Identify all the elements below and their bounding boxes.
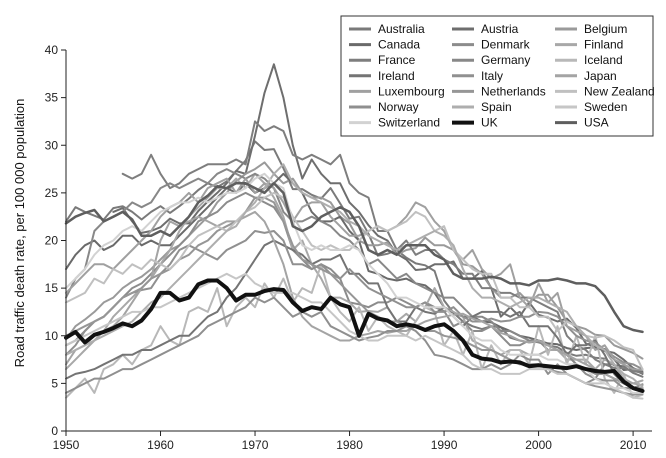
y-tick-label: 5 [51,376,58,390]
legend-label-uk: UK [481,116,498,130]
series-line-belgium [65,161,644,360]
x-tick-label: 1990 [431,438,458,452]
legend-label-france: France [378,53,416,67]
legend: Australia Austria Belgium Canada Denmark Finl… [340,15,655,137]
legend-label-ireland: Ireland [378,69,415,83]
legend-label-new-zealand: New Zealand [584,84,655,98]
y-tick-label: 0 [51,424,58,438]
legend-label-italy: Italy [481,69,503,83]
legend-label-norway: Norway [378,100,419,114]
x-tick-label: 1970 [242,438,269,452]
legend-label-germany: Germany [481,53,530,67]
legend-label-usa: USA [584,116,609,130]
legend-label-luxembourg: Luxembourg [378,84,445,98]
series-line-new-zealand [65,191,644,371]
series-line-switzerland [65,172,644,394]
x-tick-label: 1960 [147,438,174,452]
legend-label-belgium: Belgium [584,22,627,36]
y-tick-label: 10 [45,329,59,343]
y-tick-label: 35 [45,91,59,105]
y-axis-title: Road traffic death rate, per 100 000 pop… [12,99,27,368]
y-tick-label: 15 [45,281,59,295]
x-tick-label: 1980 [336,438,363,452]
series-line-sweden [65,272,644,400]
y-tick-label: 40 [45,43,59,57]
series-line-norway [65,296,644,394]
x-tick-label: 2000 [525,438,552,452]
x-tick-label: 1950 [53,438,80,452]
series-line-luxembourg [65,177,644,371]
y-tick-label: 30 [45,138,59,152]
legend-label-netherlands: Netherlands [481,84,546,98]
series-line-austria [112,63,644,373]
legend-label-switzerland: Switzerland [378,116,440,130]
series-line-usa [64,182,644,334]
axes: 1950 1960 1970 1980 1990 2000 2010 0 5 10 15 20 25 30… [45,43,652,452]
series-line-uk [64,278,645,393]
legend-label-japan: Japan [584,69,617,83]
legend-label-canada: Canada [378,38,420,52]
series-line-iceland [65,263,644,399]
legend-label-finland: Finland [584,38,623,52]
series-layer [64,63,645,400]
legend-label-sweden: Sweden [584,100,627,114]
legend-label-austria: Austria [481,22,519,36]
legend-label-denmark: Denmark [481,38,531,52]
series-line-spain [65,163,644,389]
series-line-france [121,120,644,374]
legend-label-spain: Spain [481,100,512,114]
legend-box [340,15,654,137]
legend-label-iceland: Iceland [584,53,623,67]
legend-label-australia: Australia [378,22,425,36]
x-tick-label: 2010 [620,438,647,452]
y-tick-label: 20 [45,234,59,248]
y-tick-label: 25 [45,186,59,200]
